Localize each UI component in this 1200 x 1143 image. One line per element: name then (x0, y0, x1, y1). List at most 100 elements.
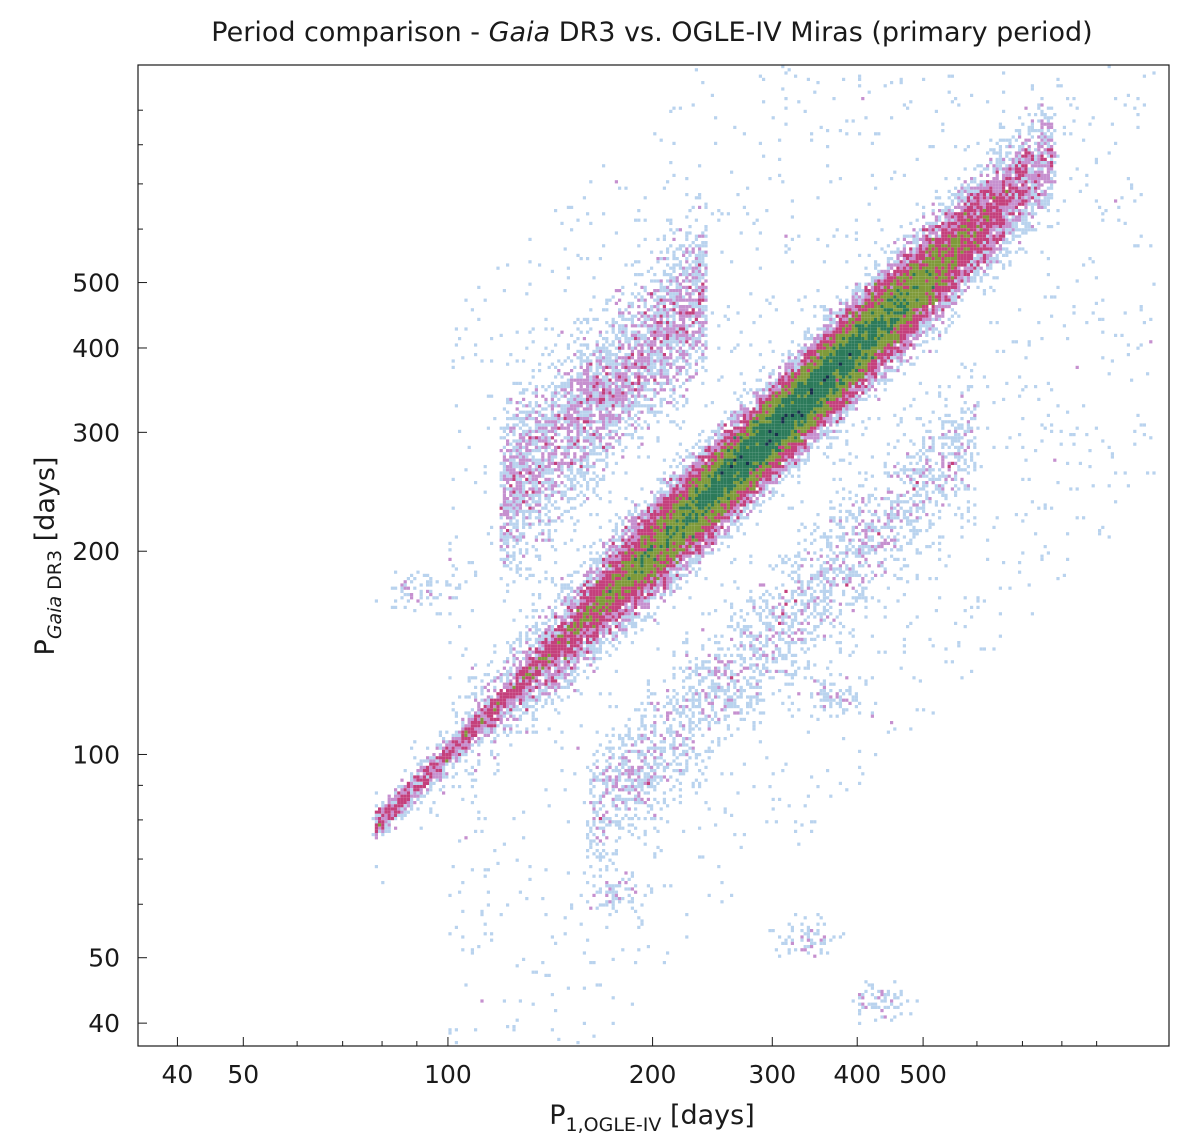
density-cell (566, 381, 570, 385)
density-cell (893, 269, 897, 273)
density-cell (1050, 183, 1054, 187)
density-cell (790, 426, 794, 430)
density-cell (899, 269, 903, 273)
density-cell (1037, 164, 1041, 168)
density-cell (954, 186, 958, 190)
density-cell (934, 244, 938, 248)
density-cell (771, 372, 775, 376)
density-cell (899, 266, 903, 270)
density-cell (691, 292, 695, 296)
density-cell (816, 423, 820, 427)
density-cell (989, 189, 993, 193)
density-cell (880, 295, 884, 299)
density-cell (864, 266, 868, 270)
density-cell (1018, 116, 1022, 120)
density-cell (640, 314, 644, 318)
density-cell (781, 410, 785, 414)
density-cell (838, 413, 842, 417)
density-cell (957, 189, 961, 193)
density-cell (989, 202, 993, 206)
density-cell (947, 282, 951, 286)
density-cell (803, 429, 807, 433)
density-cell (938, 209, 942, 213)
density-cell (893, 170, 897, 174)
density-cell (621, 356, 625, 360)
density-cell (928, 263, 932, 267)
density-cell (666, 279, 670, 283)
density-cell (963, 289, 967, 293)
density-cell (598, 381, 602, 385)
density-cell (650, 308, 654, 312)
density-cell (611, 413, 615, 417)
density-cell (672, 321, 676, 325)
density-cell (624, 186, 628, 190)
density-cell (922, 308, 926, 312)
density-cell (912, 279, 916, 283)
density-cell (768, 404, 772, 408)
density-cell (717, 346, 721, 350)
density-cell (970, 375, 974, 379)
density-cell (685, 266, 689, 270)
density-cell (995, 164, 999, 168)
density-cell (477, 285, 481, 289)
density-cell (656, 337, 660, 341)
density-cell (557, 413, 561, 417)
density-cell (928, 237, 932, 241)
density-cell (586, 436, 590, 440)
density-cell (803, 397, 807, 401)
density-cell (819, 397, 823, 401)
density-cell (736, 423, 740, 427)
density-cell (506, 263, 510, 267)
density-cell (835, 417, 839, 421)
density-cell (541, 417, 545, 421)
density-cell (982, 273, 986, 277)
density-cell (963, 266, 967, 270)
density-cell (1008, 241, 1012, 245)
density-cell (931, 231, 935, 235)
density-cell (835, 356, 839, 360)
density-cell (541, 429, 545, 433)
density-cell (1139, 308, 1143, 312)
density-cell (605, 346, 609, 350)
density-cell (640, 346, 644, 350)
density-cell (733, 346, 737, 350)
density-cell (682, 285, 686, 289)
density-cell (714, 433, 718, 437)
density-cell (701, 81, 705, 85)
density-cell (1008, 202, 1012, 206)
density-cell (1037, 141, 1041, 145)
density-cell (832, 397, 836, 401)
density-cell (858, 330, 862, 334)
density-cell (1062, 199, 1066, 203)
density-cell (1030, 180, 1034, 184)
density-cell (656, 356, 660, 360)
density-cell (794, 359, 798, 363)
density-cell (899, 362, 903, 366)
density-cell (669, 343, 673, 347)
density-cell (845, 330, 849, 334)
density-cell (826, 375, 830, 379)
density-cell (669, 314, 673, 318)
density-cell (867, 385, 871, 389)
density-cell (701, 327, 705, 331)
density-cell (624, 407, 628, 411)
density-cell (995, 183, 999, 187)
density-cell (928, 311, 932, 315)
density-cell (765, 423, 769, 427)
density-cell (1014, 183, 1018, 187)
density-cell (928, 234, 932, 238)
density-cell (730, 433, 734, 437)
density-cell (874, 327, 878, 331)
density-cell (451, 365, 455, 369)
density-cell (819, 407, 823, 411)
density-cell (954, 205, 958, 209)
density-cell (970, 247, 974, 251)
density-cell (1056, 77, 1060, 81)
density-cell (950, 250, 954, 254)
density-cell (749, 410, 753, 414)
density-cell (534, 385, 538, 389)
density-cell (973, 404, 977, 408)
density-cell (688, 378, 692, 382)
density-cell (928, 314, 932, 318)
density-cell (938, 391, 942, 395)
